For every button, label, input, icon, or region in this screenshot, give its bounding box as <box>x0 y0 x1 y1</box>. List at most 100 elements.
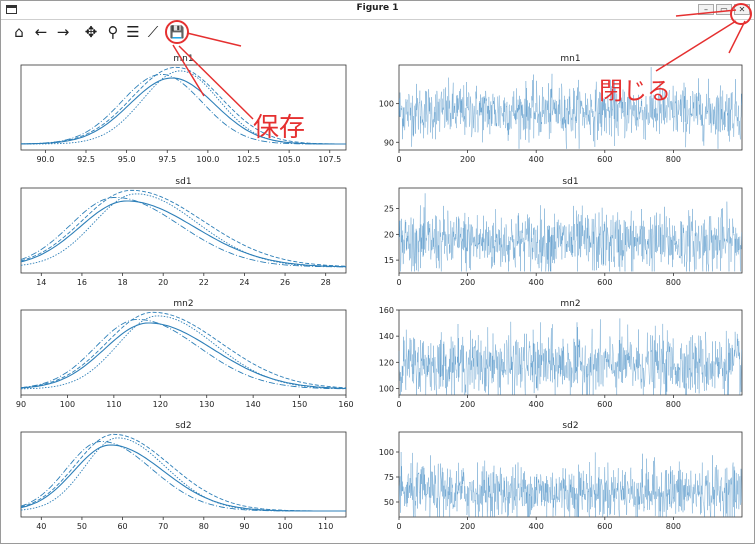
y-tick-label: 25 <box>384 205 394 214</box>
x-tick-label: 60 <box>117 522 127 531</box>
x-tick-label: 22 <box>199 278 209 287</box>
trace-line <box>398 318 742 395</box>
x-tick-label: 150 <box>292 400 307 409</box>
x-tick-label: 110 <box>106 400 121 409</box>
x-tick-label: 400 <box>529 400 544 409</box>
x-tick-label: 100 <box>277 522 292 531</box>
navigation-toolbar: ⌂ ← → ✥ ⚲ ☰ ⟋ 💾 <box>9 20 199 44</box>
save-icon[interactable]: 💾 <box>169 25 185 39</box>
x-tick-label: 600 <box>597 400 612 409</box>
density-curve <box>20 322 346 389</box>
y-tick-label: 20 <box>384 230 394 239</box>
panel-title: mn1 <box>560 54 580 64</box>
y-tick-label: 100 <box>379 100 394 109</box>
x-tick-label: 40 <box>36 522 46 531</box>
panel-title: mn2 <box>173 299 193 309</box>
x-tick-label: 105.0 <box>278 155 301 164</box>
x-tick-label: 80 <box>199 522 209 531</box>
density-curve <box>20 196 346 268</box>
trace-line <box>398 67 742 149</box>
x-tick-label: 200 <box>460 278 475 287</box>
axes-frame <box>20 187 347 274</box>
x-tick-label: 0 <box>396 400 401 409</box>
axes-frame <box>20 64 347 151</box>
x-tick-label: 200 <box>460 522 475 531</box>
density-curve <box>20 311 347 389</box>
axes-frame <box>398 431 743 518</box>
axes-frame <box>20 309 347 396</box>
line-chart-icon[interactable]: ⟋ <box>147 23 159 41</box>
x-tick-label: 600 <box>597 522 612 531</box>
x-tick-label: 800 <box>666 155 681 164</box>
density-curve <box>20 318 346 390</box>
home-icon[interactable]: ⌂ <box>14 23 24 41</box>
chart-panel-7: sd2 50 75 100 0 200 400 600 800 <box>379 421 743 531</box>
x-tick-label: 0 <box>396 522 401 531</box>
figure-canvas: mn1 90.0 92.5 95.0 97.5 100.0 102.5 105.0 107.5 m… <box>16 54 743 531</box>
title-bar: Figure 1 – ▭ ✕ <box>1 1 754 20</box>
x-tick-label: 400 <box>529 155 544 164</box>
arrow-left-icon[interactable]: ← <box>34 23 48 41</box>
y-tick-label: 100 <box>379 384 394 393</box>
density-curve <box>21 66 346 145</box>
x-tick-label: 92.5 <box>77 155 95 164</box>
y-tick-label: 90 <box>384 138 394 147</box>
x-tick-label: 400 <box>529 278 544 287</box>
panel-title: sd1 <box>175 177 191 187</box>
x-tick-label: 800 <box>666 522 681 531</box>
x-tick-label: 95.0 <box>118 155 136 164</box>
x-tick-label: 28 <box>321 278 331 287</box>
x-tick-label: 110 <box>318 522 333 531</box>
x-tick-label: 400 <box>529 522 544 531</box>
panel-title: sd1 <box>562 177 578 187</box>
window-icon <box>6 5 17 14</box>
y-tick-label: 15 <box>384 256 394 265</box>
minimize-button[interactable]: – <box>698 4 714 15</box>
chart-panel-6: sd2 40 50 60 70 80 90 100 110 <box>20 421 347 531</box>
density-curve <box>21 315 347 390</box>
x-tick-label: 102.5 <box>237 155 260 164</box>
x-tick-label: 90 <box>239 522 249 531</box>
y-tick-label: 75 <box>384 473 394 482</box>
panel-title: mn2 <box>560 299 580 309</box>
x-tick-label: 100.0 <box>196 155 219 164</box>
density-curve <box>20 189 347 267</box>
x-tick-label: 97.5 <box>158 155 176 164</box>
chart-panel-5: mn2 100 120 140 160 0 200 400 600 800 <box>379 299 743 409</box>
maximize-button[interactable]: ▭ <box>716 4 732 15</box>
x-tick-label: 800 <box>666 400 681 409</box>
x-tick-label: 90.0 <box>36 155 54 164</box>
y-tick-label: 50 <box>384 498 394 507</box>
zoom-icon[interactable]: ⚲ <box>107 23 119 41</box>
close-button[interactable]: ✕ <box>734 4 750 15</box>
x-tick-label: 70 <box>158 522 168 531</box>
trace-line <box>398 193 742 272</box>
density-curve <box>21 73 346 145</box>
x-tick-label: 50 <box>77 522 87 531</box>
arrow-right-icon[interactable]: → <box>56 23 70 41</box>
panel-title: sd2 <box>562 421 578 431</box>
sliders-icon[interactable]: ☰ <box>126 23 140 41</box>
density-curve <box>21 70 346 145</box>
x-tick-label: 200 <box>460 155 475 164</box>
move-icon[interactable]: ✥ <box>84 23 98 41</box>
x-tick-label: 0 <box>396 155 401 164</box>
density-curve <box>20 200 347 268</box>
density-curve <box>20 193 346 268</box>
chart-panel-3: sd1 15 20 25 0 200 400 600 800 <box>384 177 743 287</box>
x-tick-label: 120 <box>153 400 168 409</box>
density-curve <box>20 433 346 512</box>
x-tick-label: 90 <box>16 400 26 409</box>
density-curve <box>20 440 346 512</box>
trace-line <box>398 451 742 517</box>
x-tick-label: 600 <box>597 278 612 287</box>
x-tick-label: 600 <box>597 155 612 164</box>
x-tick-label: 107.5 <box>318 155 341 164</box>
chart-panel-0: mn1 90.0 92.5 95.0 97.5 100.0 102.5 105.0 107.5 <box>20 54 347 164</box>
x-tick-label: 140 <box>246 400 261 409</box>
chart-panel-4: mn2 90 100 110 120 130 140 150 160 <box>16 299 354 409</box>
x-tick-label: 14 <box>36 278 46 287</box>
x-tick-label: 160 <box>338 400 353 409</box>
chart-panel-1: mn1 90 100 0 200 400 600 800 <box>379 54 743 164</box>
